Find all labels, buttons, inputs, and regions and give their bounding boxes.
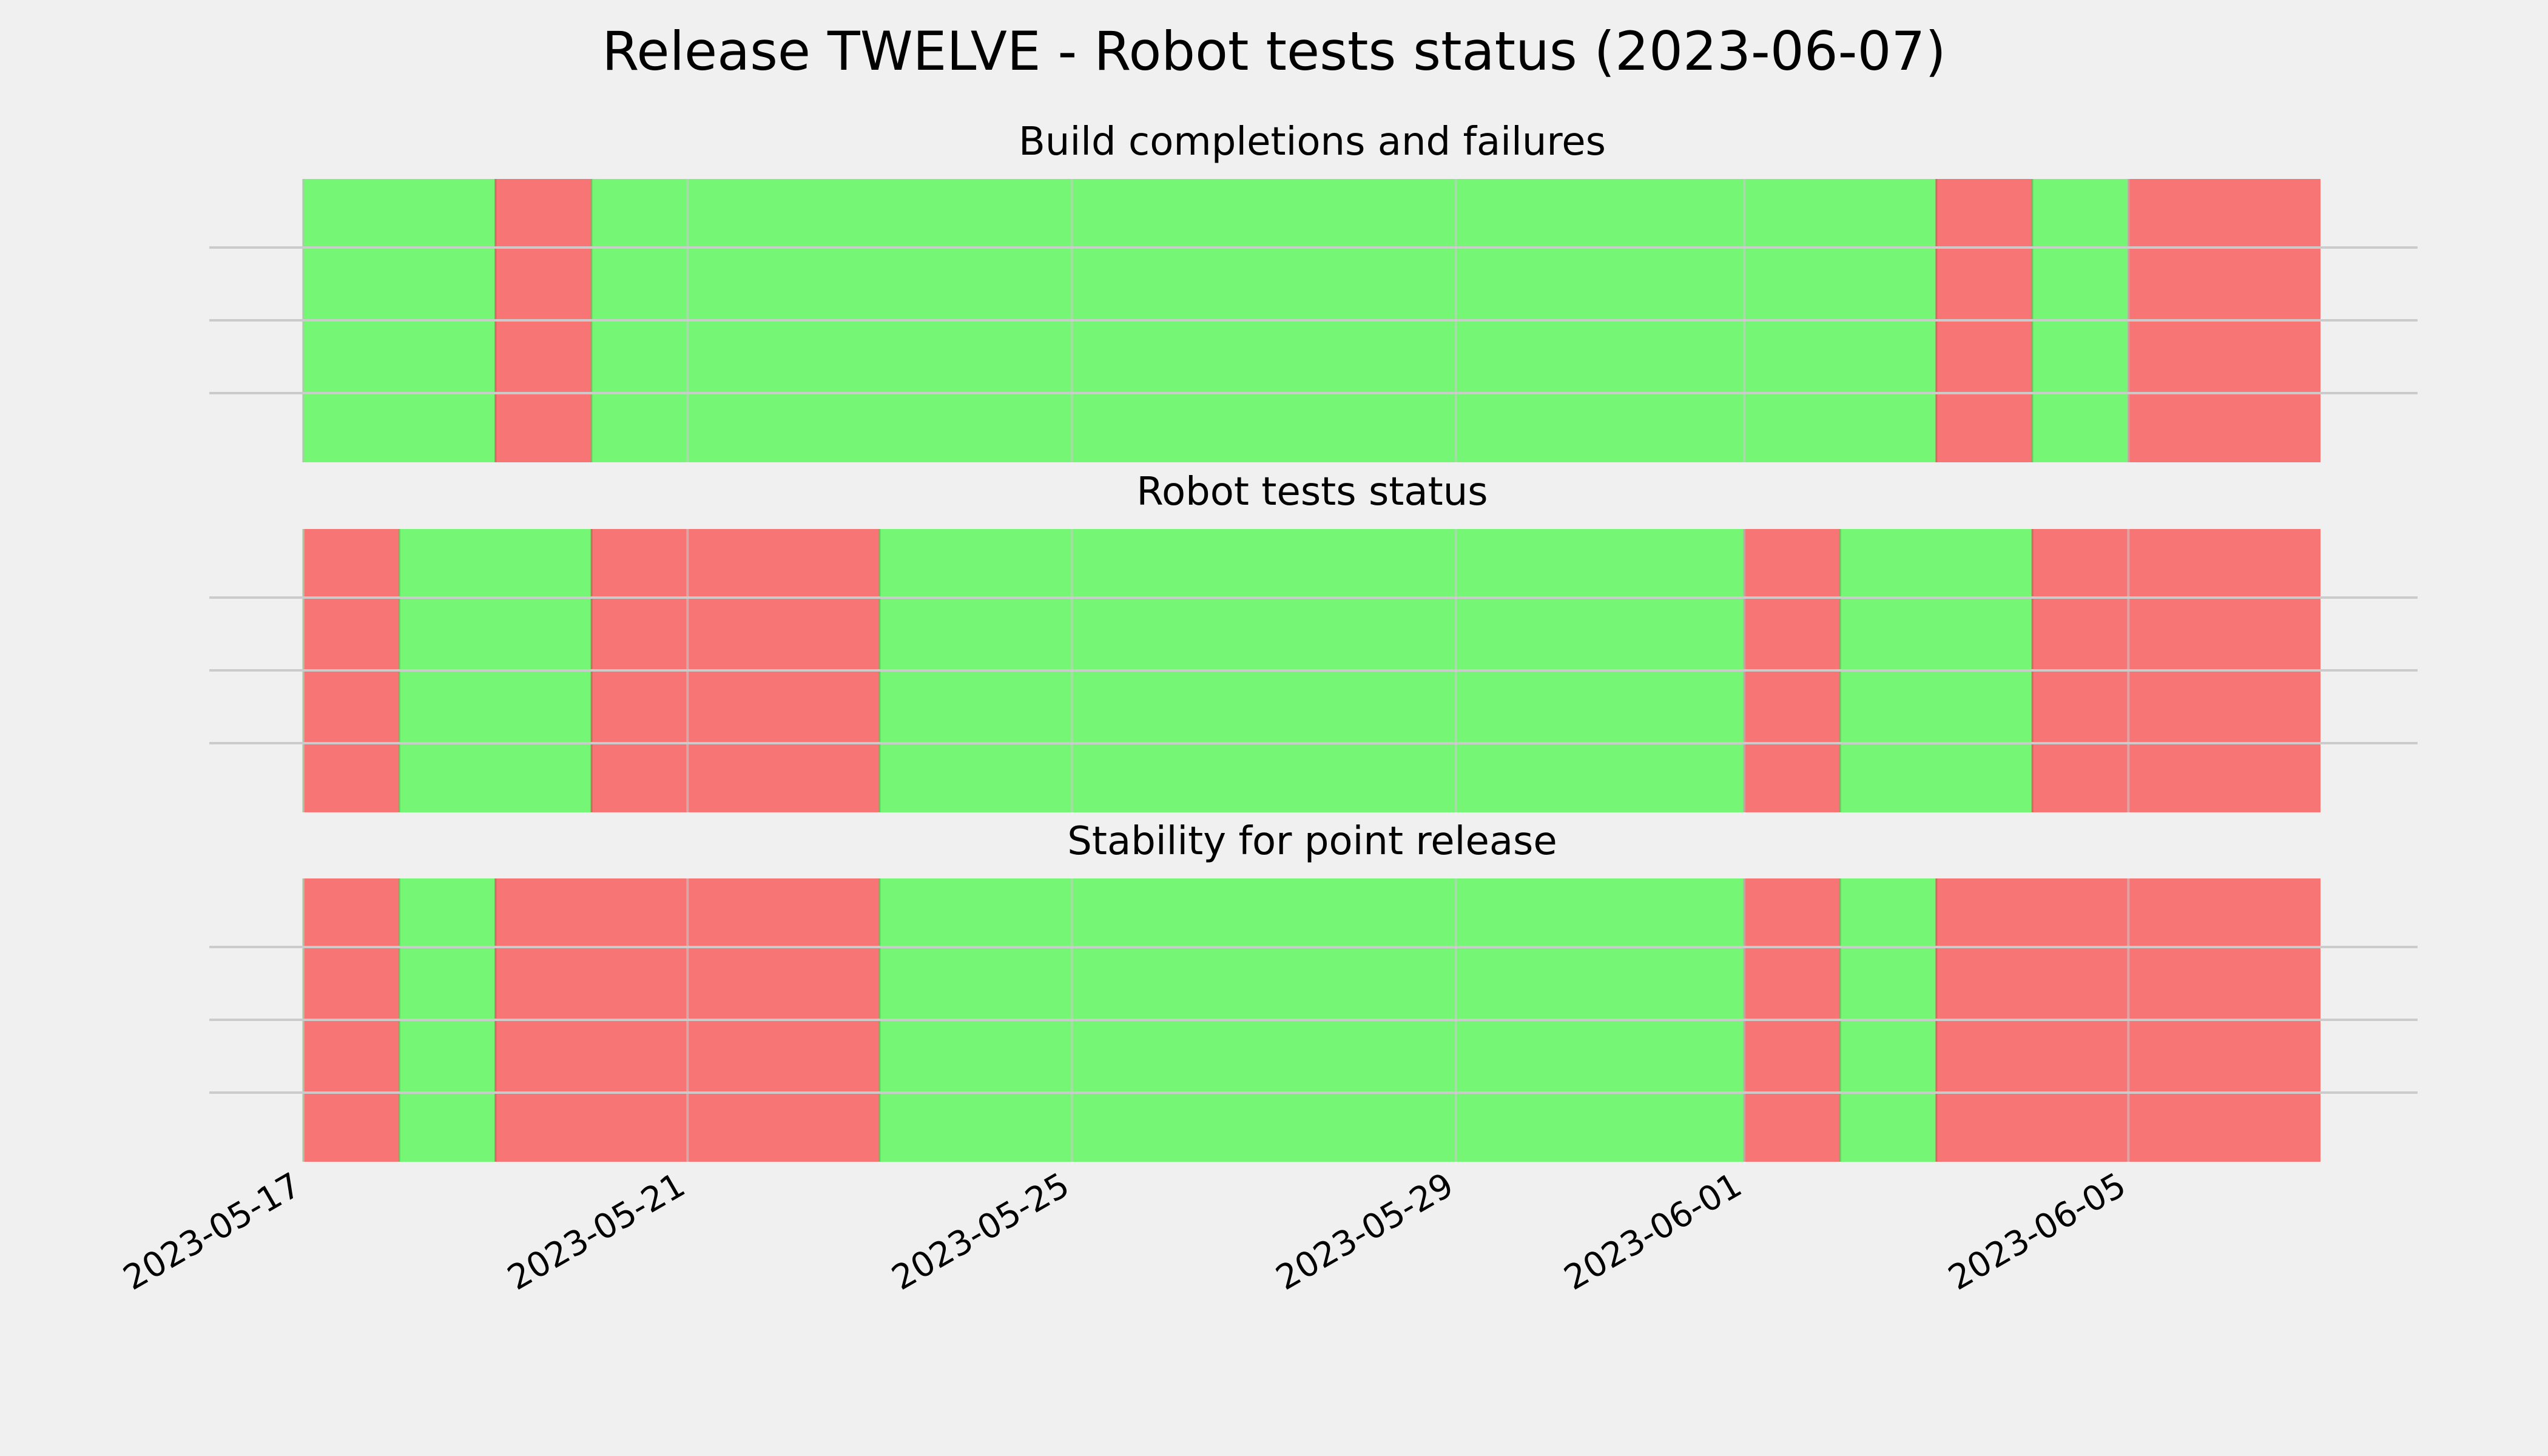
panel-1: Build completions and failures [209,120,2418,462]
panels: Build completions and failures Robot test… [209,120,2418,1162]
chart-title: Release TWELVE - Robot tests status (202… [602,20,1946,83]
panel-title: Build completions and failures [1019,120,1606,164]
panel-title: Robot tests status [1136,470,1488,514]
panel-2: Robot tests status [209,470,2418,812]
panel-3: Stability for point release [209,819,2418,1162]
panel-title: Stability for point release [1067,819,1557,864]
